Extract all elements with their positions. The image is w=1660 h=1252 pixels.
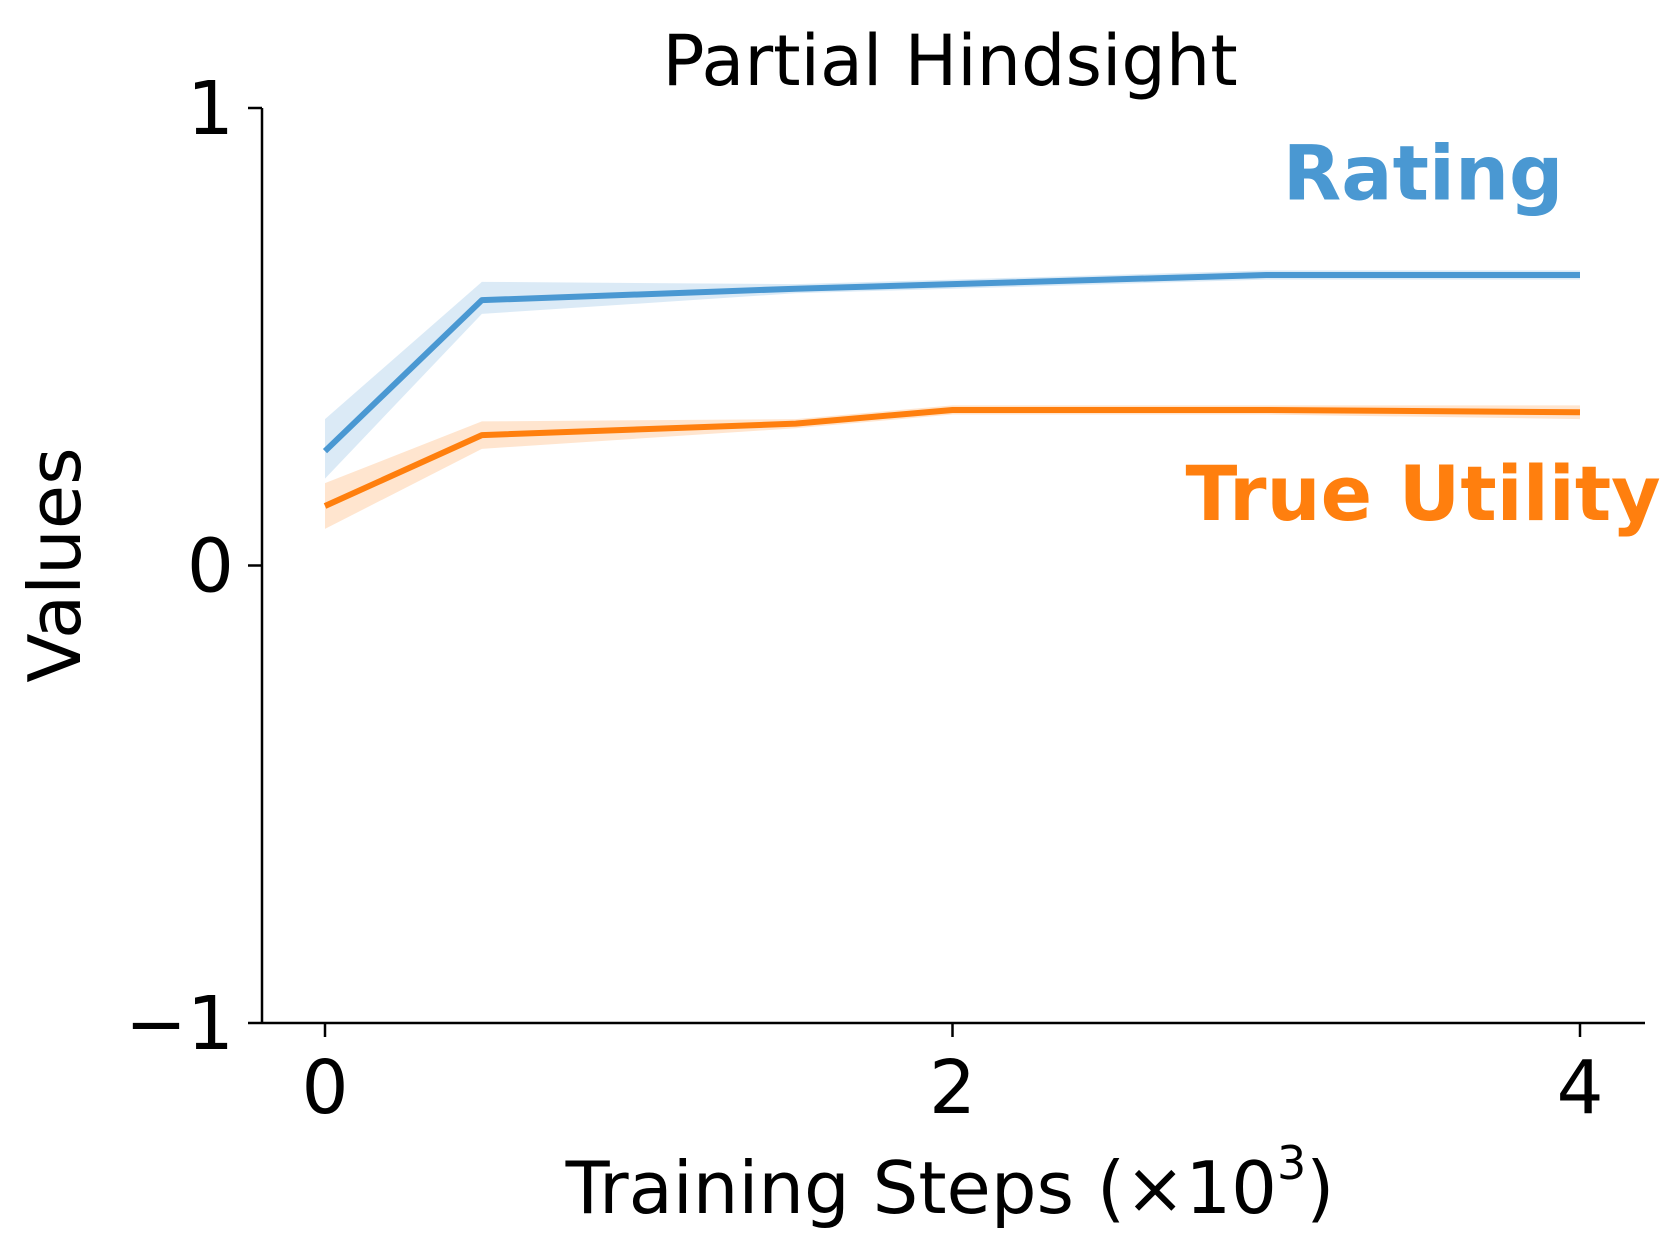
y-axis-ticks: −1 0 1	[125, 66, 262, 1067]
y-tick-label: 0	[187, 524, 234, 610]
x-tick-label: 4	[1556, 1045, 1603, 1131]
x-tick-label: 0	[301, 1045, 348, 1131]
chart-title: Partial Hindsight	[662, 20, 1237, 102]
x-axis-label-close: )	[1306, 1146, 1334, 1230]
series-annotations: Rating True Utility	[1186, 129, 1660, 538]
confidence-bands	[325, 270, 1580, 529]
series-line	[323, 406, 1581, 509]
confidence-band	[325, 405, 1580, 529]
y-axis-label: Values	[13, 447, 97, 682]
y-tick-label: −1	[125, 981, 234, 1067]
x-axis-label-main: Training Steps (×10	[565, 1146, 1277, 1230]
x-axis-label: Training Steps (×103)	[565, 1136, 1335, 1230]
series-annotation: Rating	[1283, 129, 1564, 218]
x-tick-label: 2	[929, 1045, 976, 1131]
series-lines	[322, 271, 1581, 509]
y-tick-label: 1	[187, 66, 234, 152]
x-axis-label-exponent: 3	[1277, 1136, 1306, 1190]
series-annotation: True Utility	[1186, 449, 1660, 538]
series-line	[322, 271, 1580, 454]
x-axis-ticks: 0 2 4	[301, 1023, 1604, 1131]
